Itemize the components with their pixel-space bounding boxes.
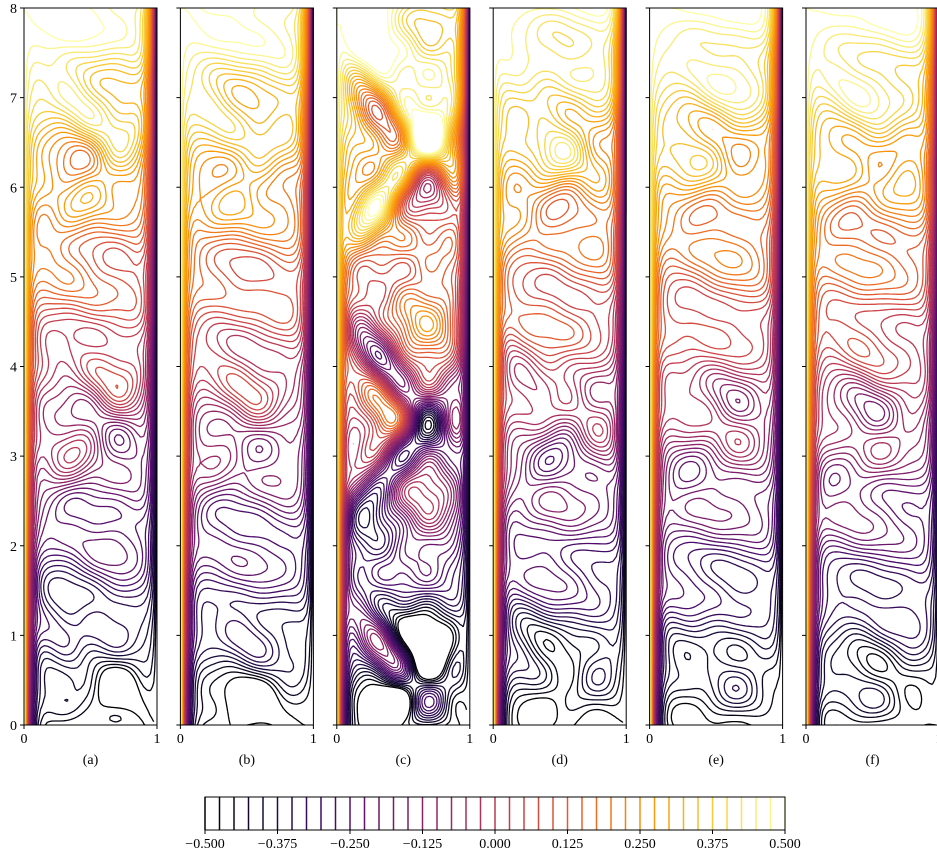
colorbar-tick-label: 0.250 bbox=[624, 837, 656, 852]
contour-line bbox=[672, 8, 762, 24]
panel-label: (b) bbox=[239, 753, 256, 768]
y-tick-label: 8 bbox=[10, 2, 17, 17]
contour-line bbox=[40, 8, 156, 725]
contour-line bbox=[24, 8, 104, 41]
panel-label: (e) bbox=[708, 753, 724, 768]
panel-label: (d) bbox=[552, 753, 569, 768]
contour-line bbox=[503, 8, 625, 725]
contour-line bbox=[187, 8, 311, 725]
contour-line bbox=[193, 8, 313, 725]
contour-line bbox=[191, 8, 312, 725]
contour-line bbox=[494, 8, 615, 725]
colorbar-tick-label: 0.375 bbox=[697, 837, 729, 852]
x-tick-label: 0 bbox=[177, 732, 184, 747]
contour-line bbox=[26, 8, 151, 725]
contour-line bbox=[180, 8, 264, 47]
contour-line bbox=[188, 8, 312, 725]
x-tick-label: 1 bbox=[779, 732, 786, 747]
colorbar-tick-label: 0.000 bbox=[479, 837, 511, 852]
x-tick-label: 0 bbox=[803, 732, 810, 747]
colorbar-tick-label: 0.500 bbox=[769, 837, 801, 852]
contour-line bbox=[29, 8, 154, 725]
contour-line bbox=[809, 8, 934, 725]
contour-line bbox=[27, 8, 152, 725]
contour-line bbox=[650, 8, 766, 725]
contour-line bbox=[810, 8, 935, 725]
colorbar-tick-label: −0.375 bbox=[258, 837, 297, 852]
x-tick-label: 0 bbox=[646, 732, 653, 747]
x-tick-label: 0 bbox=[490, 732, 497, 747]
contour-line bbox=[809, 8, 934, 725]
y-tick-label: 0 bbox=[10, 719, 17, 734]
y-tick-label: 7 bbox=[10, 92, 17, 107]
contour-line bbox=[810, 8, 935, 725]
x-tick-label: 1 bbox=[466, 732, 473, 747]
contour-line bbox=[26, 8, 149, 725]
contour-line bbox=[25, 8, 147, 725]
x-tick-label: 1 bbox=[623, 732, 630, 747]
contour-line bbox=[807, 8, 929, 725]
contour-line bbox=[38, 8, 156, 725]
contour-line bbox=[37, 8, 157, 725]
y-tick-label: 5 bbox=[10, 271, 17, 286]
contour-line bbox=[671, 703, 751, 725]
contour-line bbox=[192, 8, 313, 725]
contour-line bbox=[650, 8, 769, 725]
contour-line bbox=[807, 8, 926, 725]
y-tick-label: 2 bbox=[10, 540, 17, 555]
contour-line bbox=[25, 8, 147, 725]
contour-line bbox=[806, 8, 918, 35]
contour-line bbox=[494, 8, 614, 725]
y-tick-label: 1 bbox=[10, 629, 17, 644]
panel-label: (a) bbox=[83, 753, 99, 768]
x-tick-label: 1 bbox=[154, 732, 161, 747]
contour-line bbox=[195, 8, 313, 725]
contour-line bbox=[225, 677, 305, 725]
y-tick-label: 3 bbox=[10, 450, 17, 465]
contour-line bbox=[189, 8, 312, 725]
panel-label: (c) bbox=[396, 753, 412, 768]
contour-line bbox=[26, 8, 150, 725]
colorbar-tick-label: 0.125 bbox=[552, 837, 584, 852]
y-tick-label: 6 bbox=[10, 181, 17, 196]
contour-line bbox=[187, 8, 311, 725]
contour-line bbox=[190, 8, 312, 725]
contour-line bbox=[189, 8, 312, 725]
colorbar-tick-label: −0.250 bbox=[330, 837, 369, 852]
contour-line bbox=[650, 8, 768, 725]
contour-line bbox=[29, 8, 154, 725]
colorbar-tick-label: −0.500 bbox=[185, 837, 224, 852]
contour-line bbox=[34, 8, 156, 725]
contour-line bbox=[807, 8, 927, 725]
x-tick-label: 0 bbox=[333, 732, 340, 747]
contour-line bbox=[574, 8, 607, 16]
panel-label: (f) bbox=[866, 753, 880, 768]
y-tick-label: 4 bbox=[10, 361, 17, 376]
contour-line bbox=[187, 8, 312, 725]
contour-line bbox=[26, 8, 150, 725]
x-tick-label: 1 bbox=[310, 732, 317, 747]
contour-line bbox=[650, 8, 770, 725]
colorbar-tick-label: −0.125 bbox=[403, 837, 442, 852]
x-tick-label: 0 bbox=[21, 732, 28, 747]
